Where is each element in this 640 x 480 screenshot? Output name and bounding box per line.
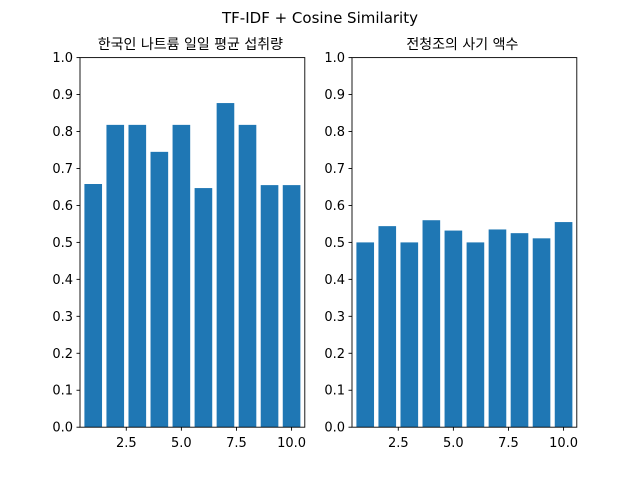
x-tick-label-left-2: 7.5 — [226, 436, 247, 451]
bar-right-8 — [510, 233, 529, 428]
y-tick-label-left-3: 0.3 — [52, 310, 73, 325]
y-tick-label-left-10: 1.0 — [52, 51, 73, 66]
bar-right-9 — [532, 238, 551, 428]
bar-left-2 — [106, 124, 125, 428]
chart-panel-left: 한국인 나트륨 일일 평균 섭취량 0.0 0.1 0.2 0.3 0.4 0.5 0.6 0… — [52, 37, 306, 451]
y-tick-label-left-7: 0.7 — [52, 162, 73, 177]
x-tick-label-right-3: 10.0 — [549, 436, 578, 451]
y-tick-label-left-9: 0.9 — [52, 88, 73, 103]
y-tick-label-right-7: 0.7 — [324, 162, 345, 177]
bar-right-1 — [356, 242, 375, 428]
x-tick-label-left-1: 5.0 — [171, 436, 192, 451]
chart-title-right: 전청조의 사기 액수 — [406, 37, 518, 53]
x-tick-label-left-3: 10.0 — [277, 436, 306, 451]
bar-left-6 — [194, 188, 213, 428]
y-tick-label-right-0: 0.0 — [324, 421, 345, 436]
bar-left-9 — [260, 185, 279, 428]
chart-panel-right: 전청조의 사기 액수 0.0 0.1 0.2 0.3 0.4 0.5 0.6 0.7 0.8 0.… — [324, 37, 578, 451]
bar-right-3 — [400, 242, 419, 428]
x-tick-label-left-0: 2.5 — [116, 436, 137, 451]
y-tick-label-left-1: 0.1 — [52, 384, 73, 399]
y-tick-label-left-8: 0.8 — [52, 125, 73, 140]
bar-left-5 — [172, 124, 191, 428]
bar-left-8 — [238, 124, 257, 428]
bar-right-7 — [488, 229, 507, 428]
y-tick-label-right-1: 0.1 — [324, 384, 345, 399]
x-tick-label-right-0: 2.5 — [388, 436, 409, 451]
y-tick-label-left-6: 0.6 — [52, 199, 73, 214]
bar-left-7 — [216, 103, 235, 428]
y-tick-label-right-4: 0.4 — [324, 273, 345, 288]
x-tick-label-right-2: 7.5 — [498, 436, 519, 451]
y-tick-label-right-2: 0.2 — [324, 347, 345, 362]
y-tick-label-right-6: 0.6 — [324, 199, 345, 214]
y-tick-label-right-5: 0.5 — [324, 236, 345, 251]
figure-suptitle: TF-IDF + Cosine Similarity — [221, 9, 418, 27]
y-tick-label-left-4: 0.4 — [52, 273, 73, 288]
y-tick-label-right-10: 1.0 — [324, 51, 345, 66]
bar-right-2 — [378, 226, 397, 428]
bar-right-10 — [554, 222, 573, 428]
bar-left-1 — [84, 184, 103, 428]
bar-left-4 — [150, 151, 169, 428]
x-tick-label-right-1: 5.0 — [443, 436, 464, 451]
y-tick-label-right-8: 0.8 — [324, 125, 345, 140]
bar-left-3 — [128, 124, 147, 428]
y-tick-label-left-5: 0.5 — [52, 236, 73, 251]
y-tick-label-right-3: 0.3 — [324, 310, 345, 325]
bar-right-5 — [444, 230, 463, 428]
chart-title-left: 한국인 나트륨 일일 평균 섭취량 — [98, 37, 283, 53]
bar-right-4 — [422, 220, 441, 428]
bar-left-10 — [282, 185, 301, 428]
y-tick-label-left-2: 0.2 — [52, 347, 73, 362]
bar-right-6 — [466, 242, 485, 428]
y-tick-label-left-0: 0.0 — [52, 421, 73, 436]
y-tick-label-right-9: 0.9 — [324, 88, 345, 103]
